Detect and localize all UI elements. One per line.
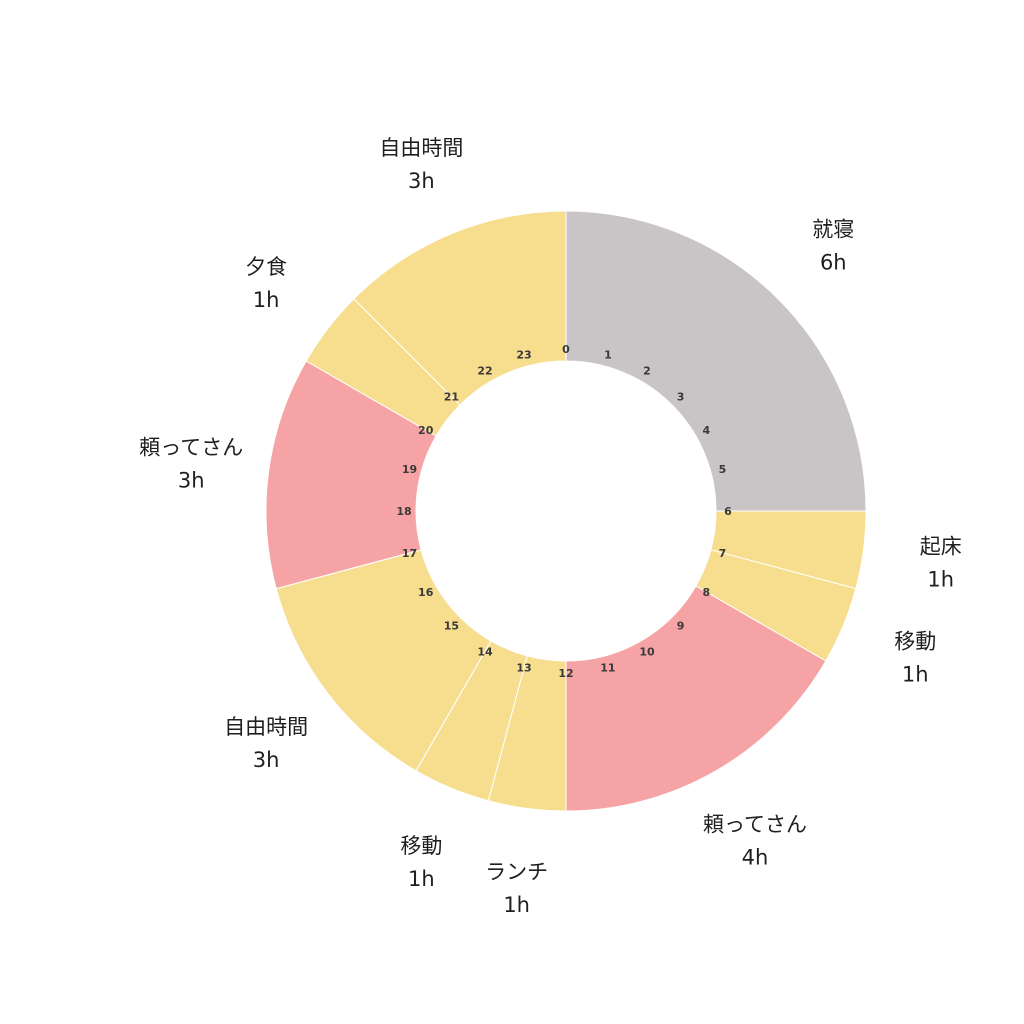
segment-layer <box>265 210 867 812</box>
segment-label-name: 移動 <box>894 630 936 654</box>
hour-tick: 12 <box>558 667 573 680</box>
hour-tick: 22 <box>477 365 492 378</box>
hour-tick: 3 <box>677 390 685 403</box>
segment-label-name: 移動 <box>400 834 442 858</box>
segment-9 <box>353 210 567 406</box>
hour-tick: 1 <box>604 349 612 362</box>
hour-tick: 5 <box>719 463 727 476</box>
hour-tick: 9 <box>677 620 685 633</box>
segment-0 <box>565 210 867 512</box>
segment-3 <box>565 585 827 812</box>
hour-tick: 11 <box>600 661 615 674</box>
hour-tick: 0 <box>562 343 570 356</box>
hour-tick: 10 <box>639 645 655 658</box>
segment-label-name: 頼ってさん <box>703 812 807 836</box>
hour-tick: 4 <box>702 424 710 437</box>
segment-label-name: 自由時間 <box>224 715 308 739</box>
segment-7 <box>265 360 437 590</box>
hour-tick: 16 <box>418 586 434 599</box>
segment-label-duration: 1h <box>253 288 280 312</box>
hour-tick: 6 <box>724 505 732 518</box>
segment-label-duration: 4h <box>742 845 769 869</box>
hour-tick: 13 <box>516 661 531 674</box>
hour-tick: 2 <box>643 365 651 378</box>
segment-label-duration: 1h <box>927 567 954 591</box>
hour-tick: 21 <box>444 390 459 403</box>
hour-tick: 14 <box>477 645 493 658</box>
segment-label-name: 就寝 <box>812 218 854 242</box>
segment-label-duration: 6h <box>820 251 847 275</box>
segment-label-name: 夕食 <box>245 255 287 279</box>
segment-label-layer: 就寝 6h 起床 1h 移動 1h 頼ってさん 4h ランチ 1h 移動 1h 自由時間 3h 頼ってさん 3… <box>139 136 962 917</box>
segment-label-duration: 1h <box>503 893 530 917</box>
segment-label-name: 頼ってさん <box>139 436 243 460</box>
segment-label-duration: 3h <box>178 469 205 493</box>
segment-label-duration: 1h <box>408 867 435 891</box>
hour-tick: 19 <box>402 463 417 476</box>
segment-label-name: 起床 <box>920 534 962 558</box>
segment-6 <box>275 549 492 772</box>
segment-label-duration: 3h <box>253 748 280 772</box>
hour-tick: 17 <box>402 547 417 560</box>
hour-tick: 15 <box>444 620 459 633</box>
hour-tick: 23 <box>516 349 531 362</box>
hour-tick: 20 <box>418 424 434 437</box>
segment-label-duration: 1h <box>902 663 929 687</box>
segment-label-name: 自由時間 <box>379 136 463 160</box>
hour-tick: 8 <box>702 586 710 599</box>
segment-label-duration: 3h <box>408 169 435 193</box>
hour-tick: 7 <box>719 547 727 560</box>
hour-tick: 18 <box>396 505 411 518</box>
segment-label-name: ランチ <box>485 860 548 884</box>
